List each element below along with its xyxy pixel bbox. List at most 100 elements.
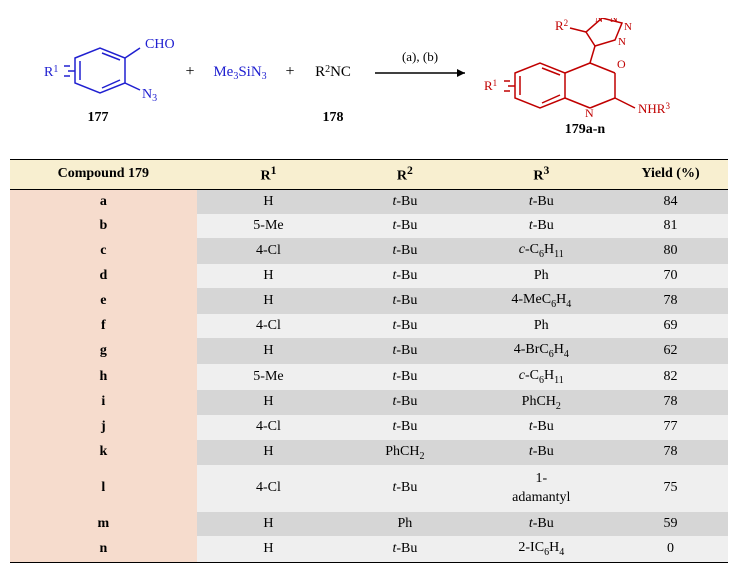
table-cell: t-Bu — [340, 264, 469, 288]
table-cell: c-C6H11 — [470, 238, 614, 264]
prod-tz-n1: N — [610, 18, 618, 25]
table-cell: 62 — [613, 338, 728, 364]
table-cell: 81 — [613, 214, 728, 238]
prod-tz-n4: N — [595, 18, 603, 25]
table-row: nHt-Bu2-IC6H40 — [10, 536, 728, 562]
table-row: iHt-BuPhCH278 — [10, 390, 728, 416]
reagent-r2nc: R2NC — [315, 64, 351, 80]
table-cell: t-Bu — [340, 536, 469, 562]
table-cell: i — [10, 390, 197, 416]
table-cell: 4-Cl — [197, 314, 341, 338]
table-cell: t-Bu — [340, 338, 469, 364]
nhr3-label: NHR3 — [638, 101, 670, 116]
table-body: aHt-But-Bu84b5-Met-But-Bu81c4-Clt-Buc-C6… — [10, 189, 728, 562]
table-cell: 75 — [613, 465, 728, 511]
table-cell: t-Bu — [470, 440, 614, 466]
table-cell: b — [10, 214, 197, 238]
reagent-me3sin3: Me3SiN3 — [213, 64, 266, 82]
table-row: j4-Clt-But-Bu77 — [10, 415, 728, 439]
table-row: kHPhCH2t-Bu78 — [10, 440, 728, 466]
table-cell: g — [10, 338, 197, 364]
label-178: 178 — [323, 110, 344, 125]
table-row: l4-Clt-Bu1-adamantyl75 — [10, 465, 728, 511]
label-177: 177 — [88, 110, 109, 125]
table-cell: 0 — [613, 536, 728, 562]
table-cell: n — [10, 536, 197, 562]
table-cell: 1-adamantyl — [470, 465, 614, 511]
cho-label: CHO — [145, 37, 175, 52]
table-cell: t-Bu — [470, 189, 614, 214]
col-header: R2 — [340, 160, 469, 190]
table-cell: a — [10, 189, 197, 214]
reagent-177-structure — [64, 48, 140, 93]
scheme-svg: CHO N3 R1 177 + Me3SiN3 + R2NC 178 (a), … — [20, 18, 720, 148]
table-cell: h — [10, 364, 197, 390]
table-cell: H — [197, 512, 341, 536]
table-cell: k — [10, 440, 197, 466]
table-cell: e — [10, 288, 197, 314]
table-header-row: Compound 179R1R2R3Yield (%) — [10, 160, 728, 190]
table-cell: t-Bu — [340, 214, 469, 238]
table-cell: m — [10, 512, 197, 536]
table-cell: H — [197, 536, 341, 562]
table-cell: H — [197, 338, 341, 364]
prod-tz-n2: N — [624, 21, 632, 33]
table-cell: 78 — [613, 390, 728, 416]
table-cell: H — [197, 390, 341, 416]
table-row: f4-Clt-BuPh69 — [10, 314, 728, 338]
table-row: gHt-Bu4-BrC6H462 — [10, 338, 728, 364]
conditions-label: (a), (b) — [402, 49, 438, 64]
r2-prod-label: R2 — [555, 18, 568, 33]
table-row: c4-Clt-Buc-C6H1180 — [10, 238, 728, 264]
table-cell: 78 — [613, 288, 728, 314]
table-cell: t-Bu — [340, 364, 469, 390]
r1-label: R1 — [44, 64, 58, 80]
table-cell: 4-MeC6H4 — [470, 288, 614, 314]
table-cell: t-Bu — [340, 415, 469, 439]
table-cell: 69 — [613, 314, 728, 338]
table-cell: 4-Cl — [197, 415, 341, 439]
table-row: b5-Met-But-Bu81 — [10, 214, 728, 238]
table-cell: c-C6H11 — [470, 364, 614, 390]
n3-label: N3 — [142, 87, 157, 104]
table-cell: Ph — [470, 264, 614, 288]
table-cell: 82 — [613, 364, 728, 390]
table-cell: 4-BrC6H4 — [470, 338, 614, 364]
table-cell: 70 — [613, 264, 728, 288]
table-cell: 4-Cl — [197, 465, 341, 511]
table-cell: j — [10, 415, 197, 439]
table-cell: H — [197, 288, 341, 314]
prod-O: O — [617, 57, 626, 71]
r1-prod-label: R1 — [484, 78, 497, 93]
table-cell: 78 — [613, 440, 728, 466]
table-cell: t-Bu — [340, 288, 469, 314]
label-179: 179a-n — [565, 122, 606, 137]
table-cell: 5-Me — [197, 214, 341, 238]
table-cell: H — [197, 264, 341, 288]
table-cell: t-Bu — [470, 512, 614, 536]
col-header: R1 — [197, 160, 341, 190]
table-row: eHt-Bu4-MeC6H478 — [10, 288, 728, 314]
table-row: h5-Met-Buc-C6H1182 — [10, 364, 728, 390]
table-cell: t-Bu — [340, 238, 469, 264]
table-cell: t-Bu — [340, 314, 469, 338]
table-cell: d — [10, 264, 197, 288]
table-row: aHt-But-Bu84 — [10, 189, 728, 214]
table-cell: t-Bu — [340, 390, 469, 416]
table-cell: H — [197, 440, 341, 466]
table-cell: t-Bu — [340, 465, 469, 511]
plus-1: + — [185, 63, 194, 80]
reaction-arrow: (a), (b) — [375, 49, 465, 77]
table-row: dHt-BuPh70 — [10, 264, 728, 288]
table-cell: Ph — [470, 314, 614, 338]
table-cell: 4-Cl — [197, 238, 341, 264]
table-cell: Ph — [340, 512, 469, 536]
plus-2: + — [285, 63, 294, 80]
table-cell: 80 — [613, 238, 728, 264]
product-structure — [504, 18, 635, 108]
col-header: Yield (%) — [613, 160, 728, 190]
table-cell: l — [10, 465, 197, 511]
table-cell: PhCH2 — [340, 440, 469, 466]
table-cell: PhCH2 — [470, 390, 614, 416]
reaction-scheme: CHO N3 R1 177 + Me3SiN3 + R2NC 178 (a), … — [10, 10, 728, 159]
